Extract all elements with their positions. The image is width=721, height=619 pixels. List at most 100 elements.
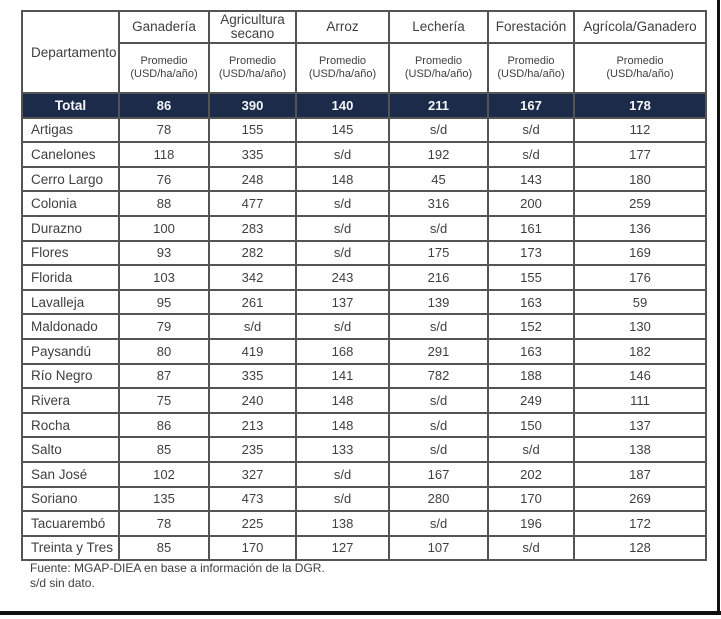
column-header: Lechería [388, 10, 489, 44]
value-cell: 163 [487, 337, 575, 365]
value-cell: 86 [118, 411, 210, 439]
value-cell: 137 [295, 288, 390, 316]
department-name: Salto [21, 436, 120, 463]
subheader-line2: (USD/ha/año) [404, 68, 473, 80]
department-name: Río Negro [21, 362, 120, 390]
value-cell: 102 [118, 460, 210, 488]
value-cell: 269 [573, 485, 707, 513]
value-cell: 419 [208, 337, 297, 365]
value-cell: 243 [295, 264, 390, 291]
value-cell: 150 [487, 411, 575, 439]
value-cell: 477 [208, 190, 297, 217]
value-cell: 178 [573, 92, 707, 119]
total-row: Total 86 390 140 211 167 178 [21, 92, 707, 119]
value-cell: 240 [208, 387, 297, 414]
value-cell: 170 [487, 485, 575, 513]
value-cell: s/d [388, 436, 489, 463]
value-cell: 140 [295, 92, 390, 119]
value-cell: 138 [295, 510, 390, 537]
subheader-line2: (USD/ha/año) [218, 68, 287, 80]
value-cell: s/d [487, 436, 575, 463]
value-cell: 176 [573, 264, 707, 291]
table-row: Paysandú 80 419 168 291 163 182 [21, 337, 707, 365]
value-cell: 111 [573, 387, 707, 414]
value-cell: 335 [208, 141, 297, 168]
value-cell: 259 [573, 190, 707, 217]
value-cell: s/d [208, 313, 297, 340]
footnote-source: Fuente: MGAP-DIEA en base a información … [30, 561, 325, 575]
value-cell: s/d [487, 141, 575, 168]
value-cell: 291 [388, 337, 489, 365]
column-header: Ganadería [118, 10, 210, 44]
value-cell: 202 [487, 460, 575, 488]
value-cell: 79 [118, 313, 210, 340]
value-cell: 283 [208, 214, 297, 242]
value-cell: 75 [118, 387, 210, 414]
value-cell: 100 [118, 214, 210, 242]
value-cell: 59 [573, 288, 707, 316]
value-cell: 335 [208, 362, 297, 390]
value-cell: 235 [208, 436, 297, 463]
table-row: Flores 93 282 s/d 175 173 169 [21, 239, 707, 267]
value-cell: 148 [295, 387, 390, 414]
table-row: Treinta y Tres 85 170 127 107 s/d 128 [21, 534, 707, 562]
table-row: Rivera 75 240 148 s/d 249 111 [21, 387, 707, 414]
value-cell: 85 [118, 534, 210, 562]
table-row: Canelones 118 335 s/d 192 s/d 177 [21, 141, 707, 168]
value-cell: 112 [573, 116, 707, 144]
column-header: Forestación [487, 10, 575, 44]
value-cell: s/d [295, 460, 390, 488]
table-row: Rocha 86 213 148 s/d 150 137 [21, 411, 707, 439]
subheader-cell: Promedio (USD/ha/año) [487, 42, 575, 94]
value-cell: s/d [295, 485, 390, 513]
subheader-cell: Promedio (USD/ha/año) [295, 42, 390, 94]
subheader-line2: (USD/ha/año) [606, 68, 674, 80]
value-cell: 137 [573, 411, 707, 439]
value-cell: 78 [118, 510, 210, 537]
value-cell: 473 [208, 485, 297, 513]
value-cell: 282 [208, 239, 297, 267]
value-cell: 152 [487, 313, 575, 340]
value-cell: s/d [388, 313, 489, 340]
value-cell: 86 [118, 92, 210, 119]
value-cell: 200 [487, 190, 575, 217]
department-name: Canelones [21, 141, 120, 168]
footnote-legend: s/d sin dato. [30, 576, 95, 590]
subheader-line1: Promedio [228, 55, 277, 67]
value-cell: 248 [208, 165, 297, 193]
value-cell: 88 [118, 190, 210, 217]
value-cell: 163 [487, 288, 575, 316]
value-cell: 148 [295, 411, 390, 439]
value-cell: 211 [388, 92, 489, 119]
value-cell: 148 [295, 165, 390, 193]
value-cell: s/d [295, 313, 390, 340]
subheader-cell: Promedio (USD/ha/año) [118, 42, 210, 94]
table-row: Salto 85 235 133 s/d s/d 138 [21, 436, 707, 463]
value-cell: 130 [573, 313, 707, 340]
value-cell: 128 [573, 534, 707, 562]
value-cell: s/d [295, 190, 390, 217]
total-label: Total [21, 92, 120, 119]
department-name: Florida [21, 264, 120, 291]
value-cell: 213 [208, 411, 297, 439]
subheader-cell: Promedio (USD/ha/año) [573, 42, 707, 94]
department-name: San José [21, 460, 120, 488]
department-name: Paysandú [21, 337, 120, 365]
value-cell: 175 [388, 239, 489, 267]
department-name: Flores [21, 239, 120, 267]
value-cell: s/d [388, 214, 489, 242]
department-name: Maldonado [21, 313, 120, 340]
subheader-line1: Promedio [318, 55, 367, 67]
value-cell: 177 [573, 141, 707, 168]
department-name: Rivera [21, 387, 120, 414]
value-cell: 78 [118, 116, 210, 144]
value-cell: 145 [295, 116, 390, 144]
value-cell: 168 [295, 337, 390, 365]
value-cell: s/d [487, 534, 575, 562]
column-header: Arroz [295, 10, 390, 44]
value-cell: 138 [573, 436, 707, 463]
value-cell: 249 [487, 387, 575, 414]
subheader-line1: Promedio [507, 55, 555, 67]
value-cell: 87 [118, 362, 210, 390]
